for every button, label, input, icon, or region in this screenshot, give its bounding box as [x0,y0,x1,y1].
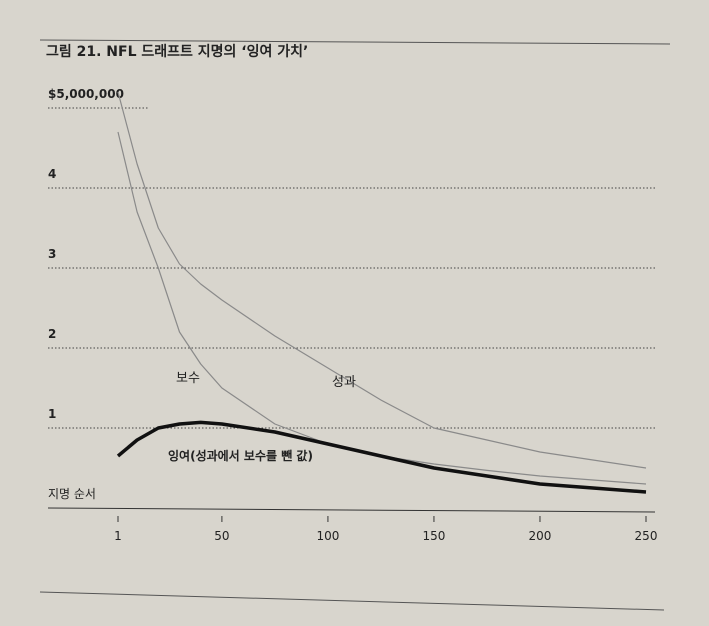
series-label: 잉여(성과에서 보수를 뺀 값) [168,448,313,463]
y-tick-label: 2 [48,327,56,341]
y-tick-label: 3 [48,247,56,261]
chart-title: 그림 21. NFL 드래프트 지명의 ‘잉여 가치’ [46,43,308,60]
series-line [116,420,647,494]
bottom-rule [39,591,665,611]
series-label: 성과 [332,375,356,390]
y-tick-label: $5,000,000 [48,87,124,101]
x-tick-label: 100 [316,529,339,543]
x-tick-label: 50 [214,529,229,543]
x-axis-label: 지명 순서 [48,487,96,501]
series-line [117,91,647,469]
y-tick-label: 1 [48,407,56,421]
top-rule [39,39,671,45]
y-tick-label: 4 [48,167,56,181]
series-label: 보수 [176,371,200,386]
x-tick-label: 1 [114,529,122,543]
x-tick-label: 250 [635,529,658,543]
x-tick-label: 200 [529,529,552,543]
series-line [117,131,647,485]
x-axis [47,507,656,513]
x-tick-label: 150 [422,529,445,543]
